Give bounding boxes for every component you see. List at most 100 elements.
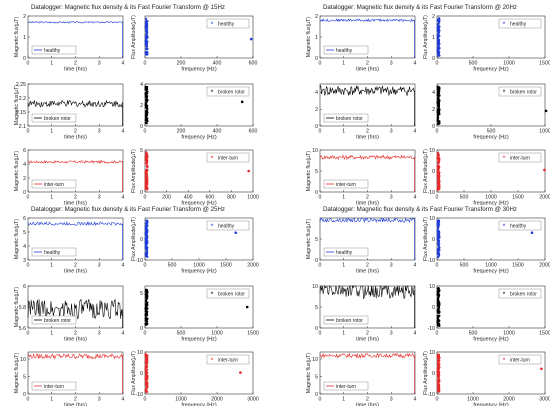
legend-label: broken rotor xyxy=(510,90,537,96)
fft-point xyxy=(437,308,440,311)
fft-y-tick-label: 0 xyxy=(140,326,143,332)
fft-x-tick-label: 500 xyxy=(469,331,478,337)
legend-label: healthy xyxy=(510,224,527,230)
fft-y-tick-label: 0 xyxy=(432,237,435,243)
time-y-tick-label: 4 xyxy=(315,90,318,96)
fft-legend: * inter-turn xyxy=(498,152,542,163)
fft-point xyxy=(436,42,439,45)
time-y-label: Magnetic flux(µT) xyxy=(14,287,20,327)
fft-point xyxy=(436,23,439,26)
legend-box xyxy=(31,179,77,189)
fft-point xyxy=(437,229,440,232)
fft-point xyxy=(145,17,148,20)
fft-x-tick-label: 500 xyxy=(469,61,478,67)
fft-point xyxy=(437,52,441,55)
time-x-tick-label: 2 xyxy=(366,263,369,269)
legend-label: healthy xyxy=(336,48,353,54)
fft-point xyxy=(145,374,148,378)
fft-point xyxy=(146,112,149,115)
fft-point xyxy=(146,236,149,239)
fft-point xyxy=(144,370,147,373)
time-legend: broken rotor xyxy=(31,113,77,123)
time-y-tick-label: 2 xyxy=(315,107,318,113)
time-x-tick-label: 1 xyxy=(342,397,345,403)
time-legend: inter-turn xyxy=(31,179,77,189)
fft-y-label: Flux Amplitude(µT) xyxy=(131,351,137,395)
fft-point xyxy=(437,239,441,242)
fft-x-tick-label: 500 xyxy=(460,263,469,269)
fft-y-label: Flux Amplitude(µT) xyxy=(423,149,429,193)
fft-point xyxy=(437,183,440,187)
time-x-tick-label: 2 xyxy=(366,61,369,67)
fft-x-tick-label: 1000 xyxy=(211,331,223,337)
fft-point xyxy=(145,114,148,117)
fft-point xyxy=(145,45,148,48)
fft-y-tick-label: -10 xyxy=(136,258,144,264)
fft-point xyxy=(438,380,441,383)
row-broken-rotor: 0 1 2 3 4 0 5 10 time (hrs) broken rotor 0 500 1000 1… xyxy=(312,284,550,343)
figure-title: Datalogger: Magnetic flux density & its … xyxy=(31,4,225,11)
fft-x-tick-label: 1500 xyxy=(539,331,550,337)
legend-box xyxy=(31,247,77,257)
time-x-tick-label: 3 xyxy=(390,397,393,403)
time-legend: healthy xyxy=(31,247,77,257)
fft-point xyxy=(436,49,439,52)
fft-point xyxy=(145,389,148,392)
fft-y-tick-label: -10 xyxy=(428,258,436,264)
fft-outlier-point xyxy=(245,305,249,309)
fft-x-tick-label: 0 xyxy=(436,61,439,67)
fft-x-tick-label: 1000 xyxy=(539,129,550,135)
fft-point xyxy=(437,316,440,319)
time-x-label: time (hrs) xyxy=(356,135,379,141)
time-x-tick-label: 4 xyxy=(122,397,125,403)
fft-point xyxy=(436,321,439,325)
fft-y-tick-label: 4 xyxy=(432,90,435,96)
fft-x-tick-label: 0 xyxy=(436,397,439,403)
fft-point xyxy=(437,92,441,95)
fft-point xyxy=(146,234,149,237)
legend-marker: * xyxy=(211,358,214,365)
time-legend: healthy xyxy=(323,247,369,257)
fft-point xyxy=(436,323,439,327)
time-x-tick-label: 1 xyxy=(342,61,345,67)
fft-point xyxy=(437,31,440,35)
fft-point xyxy=(438,374,441,377)
time-x-tick-label: 3 xyxy=(390,195,393,201)
fft-x-tick-label: 0 xyxy=(144,195,147,201)
fft-x-tick-label: 1500 xyxy=(512,263,524,269)
time-x-tick-label: 4 xyxy=(122,129,125,135)
fft-legend: * healthy xyxy=(498,220,542,231)
fft-outlier-point xyxy=(234,231,238,234)
figure-2: Datalogger: Magnetic flux density & its … xyxy=(306,4,550,207)
time-x-label: time (hrs) xyxy=(64,201,87,207)
time-x-tick-label: 0 xyxy=(27,195,30,201)
fft-point xyxy=(437,245,441,248)
fft-point xyxy=(438,166,441,169)
legend-label: inter-turn xyxy=(336,384,356,390)
fft-point xyxy=(145,92,148,95)
legend-label: broken rotor xyxy=(510,292,537,298)
legend-label: healthy xyxy=(510,22,527,28)
fft-point xyxy=(144,177,148,181)
time-y-tick-label: 0 xyxy=(23,56,26,62)
fft-point xyxy=(145,164,149,167)
fft-point xyxy=(436,119,439,123)
time-series-line xyxy=(319,154,416,161)
row-healthy: 0 1 2 3 4 3 4 5 6 time (hrs) Magnetic flux(µT) heal… xyxy=(14,216,259,275)
fft-y-tick-label: 0 xyxy=(432,169,435,175)
fft-spike-cluster xyxy=(144,151,149,191)
fft-spike-cluster xyxy=(436,287,441,327)
row-inter-turn: 0 1 2 3 4 0 5 10 time (hrs) Magnetic flux(µT) inte… xyxy=(306,350,550,409)
fft-spike-cluster xyxy=(436,151,441,191)
time-y-tick-label: 0 xyxy=(315,56,318,62)
time-x-tick-label: 1 xyxy=(50,129,53,135)
time-series-line xyxy=(319,217,416,224)
fft-outlier-point xyxy=(543,168,546,172)
fft-x-tick-label: 200 xyxy=(162,195,171,201)
legend-label: inter-turn xyxy=(218,156,238,162)
fft-x-tick-label: 2000 xyxy=(539,263,550,269)
legend-box xyxy=(498,220,542,231)
time-y-label: Magnetic flux(µT) xyxy=(14,17,20,57)
fft-point xyxy=(438,99,441,102)
